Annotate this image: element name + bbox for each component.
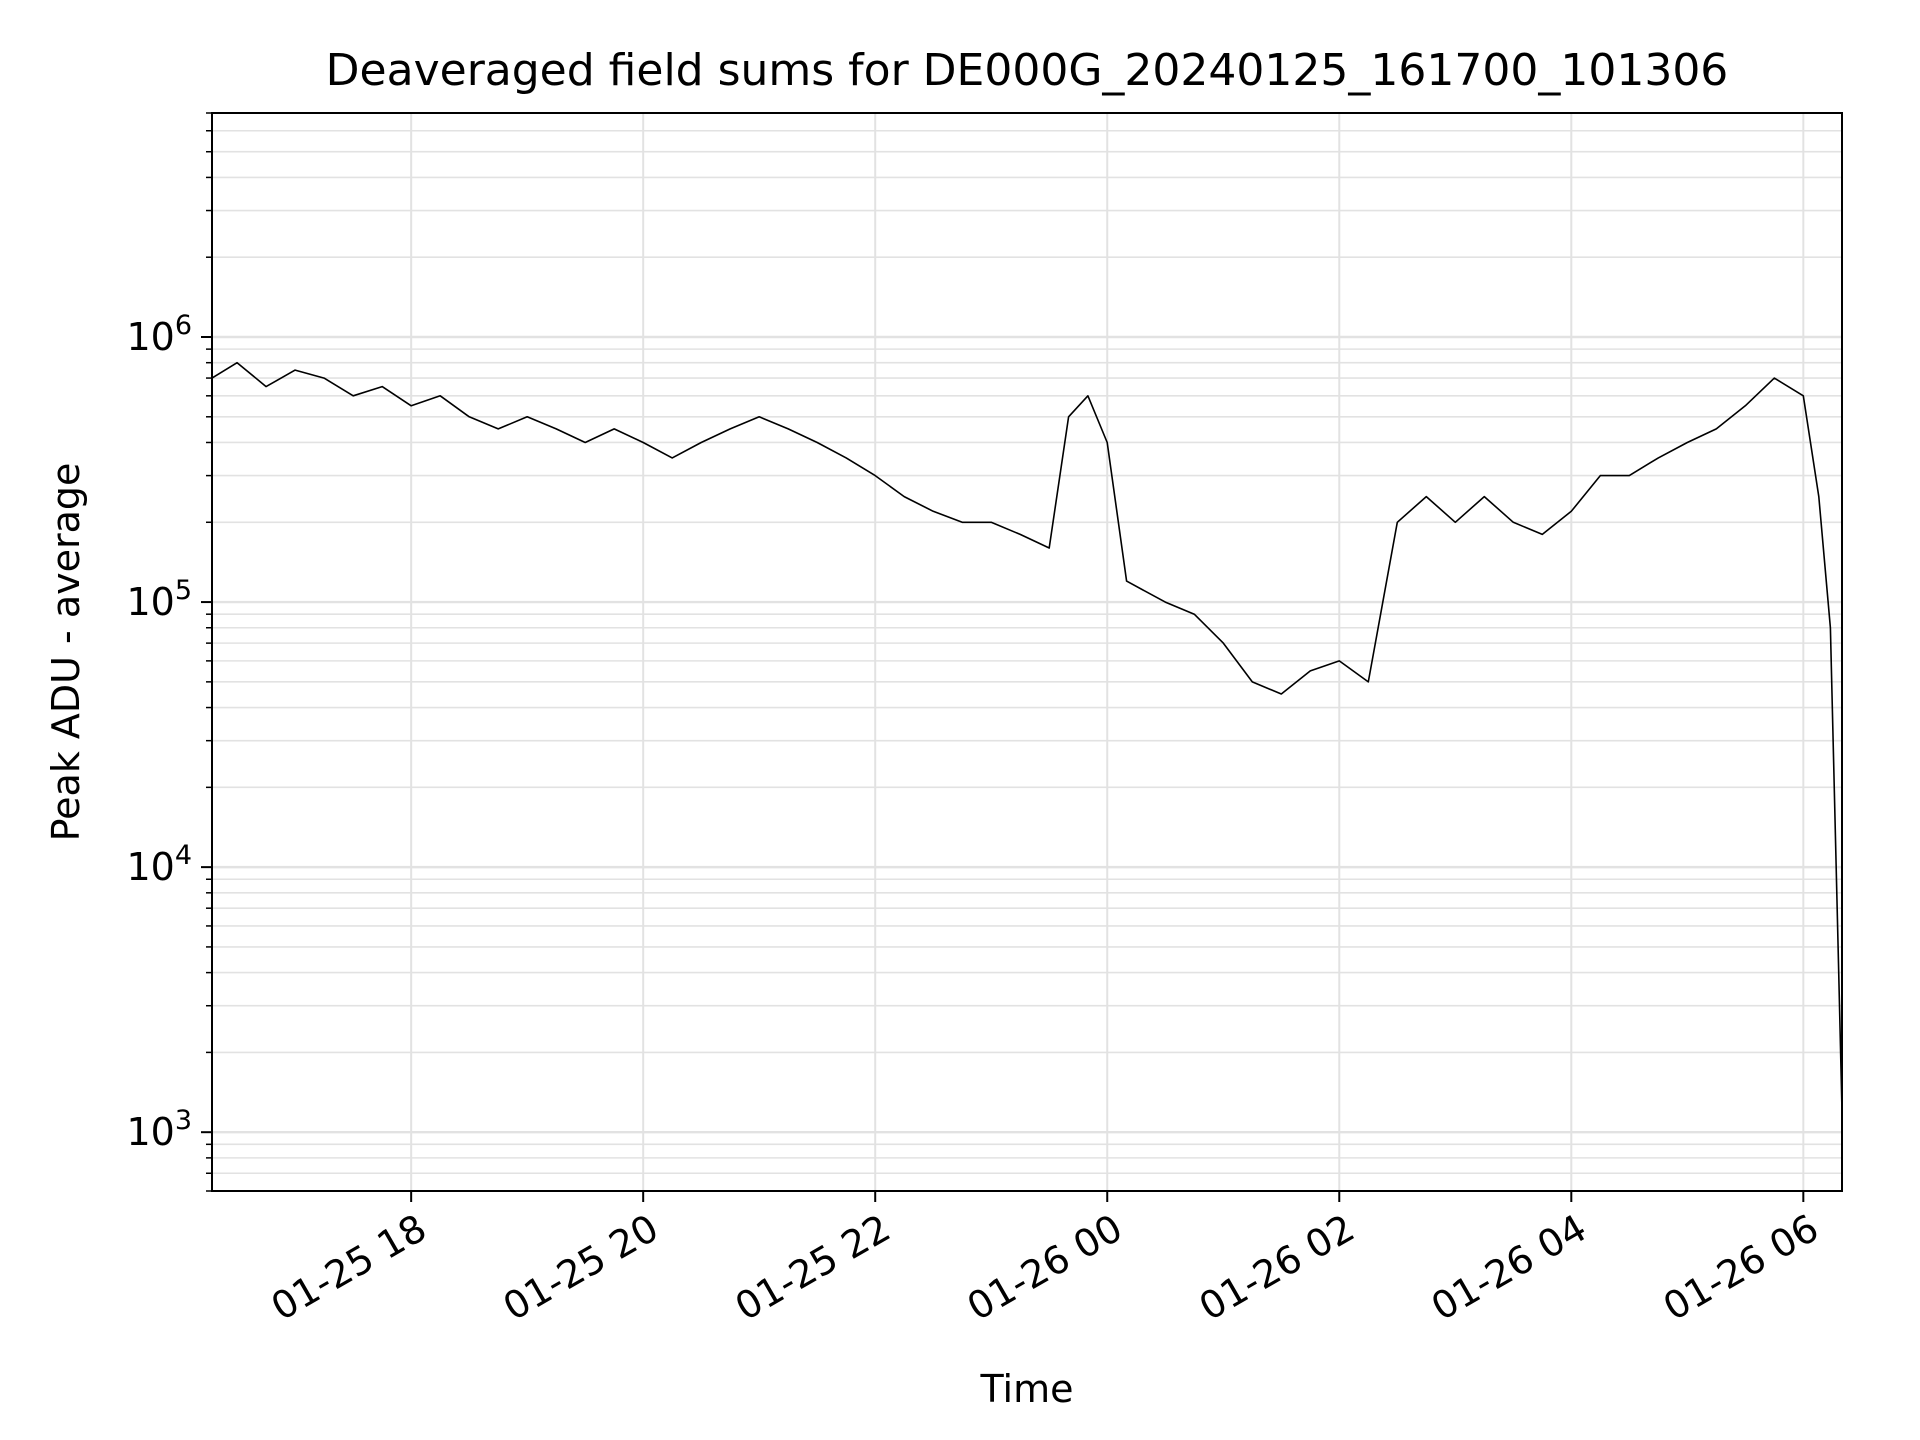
data-series [211,361,1843,1112]
y-axis: 103 104 105 106 [126,112,212,1192]
x-axis-label: Time [980,1367,1074,1411]
y-tick-label: 103 [126,1105,192,1154]
grid [212,112,1842,1192]
chart-title: Deaveraged field sums for DE000G_2024012… [326,45,1729,96]
series-line [211,361,1843,1112]
y-tick-label: 105 [126,575,192,624]
y-axis-label: Peak ADU - average [44,463,88,842]
y-tick-label: 104 [126,840,192,889]
plot-frame [211,112,1843,1192]
y-tick-label: 106 [126,310,192,359]
